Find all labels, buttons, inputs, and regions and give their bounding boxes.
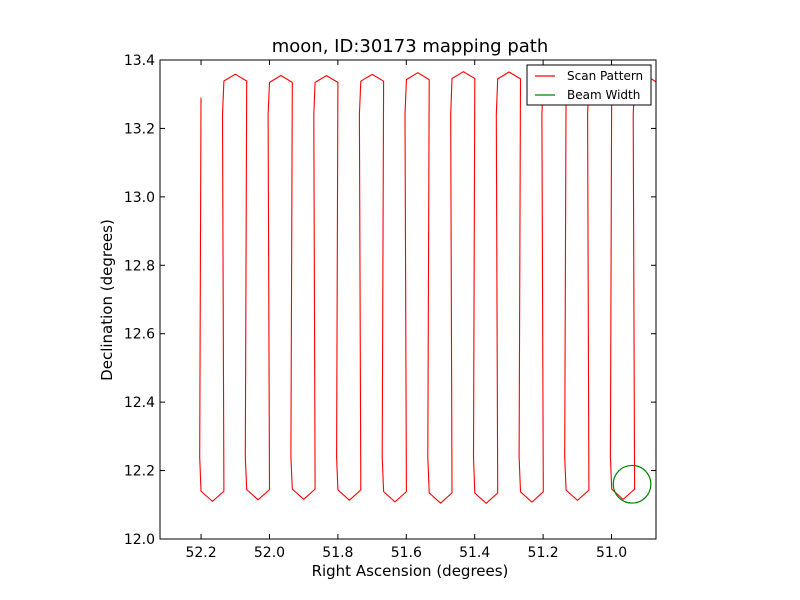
y-tick-label: 13.2 <box>124 121 155 137</box>
beam-width-circle <box>612 464 652 504</box>
x-tick-label: 51.8 <box>322 545 353 561</box>
x-tick-label: 51.4 <box>459 545 490 561</box>
y-tick-label: 12.2 <box>124 464 155 480</box>
y-tick-label: 12.6 <box>124 327 155 343</box>
y-tick-label: 12.4 <box>124 395 155 411</box>
y-tick-label: 13.0 <box>124 190 155 206</box>
plot-area <box>199 71 656 504</box>
x-tick-label: 52.0 <box>254 545 285 561</box>
x-tick-label: 51.6 <box>391 545 422 561</box>
plot-frame <box>159 59 657 540</box>
legend-box <box>526 64 652 106</box>
y-tick-label: 13.4 <box>124 53 155 69</box>
scan-pattern-line <box>199 71 656 504</box>
y-axis-label: Declination (degrees) <box>98 219 116 381</box>
legend-label-beam-width: Beam Width <box>567 88 640 102</box>
y-axis: 12.0 12.2 12.4 12.6 12.8 13.0 13.2 13.4 <box>124 53 656 548</box>
y-tick-label: 12.0 <box>124 532 155 548</box>
x-axis-label: Right Ascension (degrees) <box>312 562 509 580</box>
legend: Scan Pattern Beam Width <box>526 64 652 106</box>
y-tick-label: 12.8 <box>124 258 155 274</box>
x-tick-label: 51.2 <box>528 545 559 561</box>
x-tick-label: 52.2 <box>185 545 216 561</box>
x-axis: 52.2 52.0 51.8 51.6 51.4 51.2 51.0 <box>185 60 627 561</box>
legend-label-scan-pattern: Scan Pattern <box>567 69 643 83</box>
x-tick-label: 51.0 <box>596 545 627 561</box>
chart-title: moon, ID:30173 mapping path <box>272 36 549 57</box>
